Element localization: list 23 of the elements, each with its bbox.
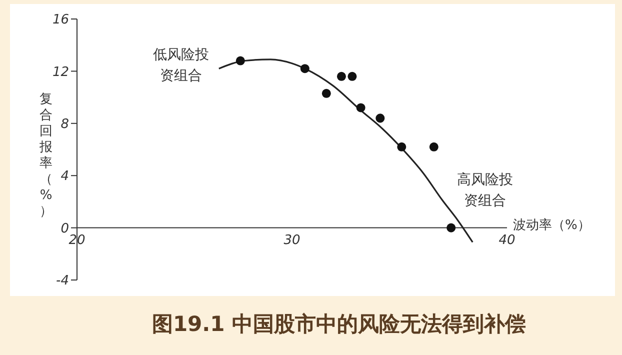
point (322, 88, 331, 98)
point (446, 223, 456, 232)
text: 图19.1 中国股市中的风险无法得到补偿 (150, 311, 528, 338)
y-tick-label: -4 (56, 274, 69, 289)
y-tick-label: 12 (52, 64, 69, 80)
x-axis-title: 波动率（%） (513, 216, 590, 234)
x-tick-label: 40 (498, 232, 516, 248)
point (397, 142, 406, 152)
point (429, 142, 438, 152)
y-tick-label: 0 (60, 221, 69, 236)
annotation: 高风险投资组合 (456, 171, 514, 211)
y-tick-label: 16 (52, 12, 69, 28)
point (336, 72, 346, 81)
point (376, 114, 385, 123)
x-tick-label: 30 (284, 232, 300, 248)
point (348, 72, 357, 81)
y-tick-label: 4 (60, 169, 69, 184)
y-tick-label: 8 (60, 117, 69, 132)
point (236, 56, 245, 66)
point (300, 64, 310, 74)
annotation: 低风险投资组合 (152, 46, 210, 86)
point (356, 103, 366, 112)
y-axis-title: 复合回报率（%） (38, 92, 54, 220)
